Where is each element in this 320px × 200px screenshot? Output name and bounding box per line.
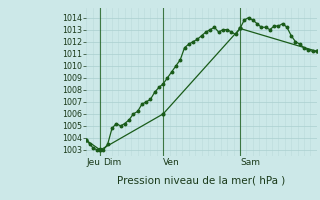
Text: Jeu: Jeu [87,158,101,167]
Text: Ven: Ven [163,158,180,167]
Text: Dim: Dim [103,158,122,167]
Text: Pression niveau de la mer( hPa ): Pression niveau de la mer( hPa ) [117,175,286,185]
Text: Sam: Sam [240,158,260,167]
